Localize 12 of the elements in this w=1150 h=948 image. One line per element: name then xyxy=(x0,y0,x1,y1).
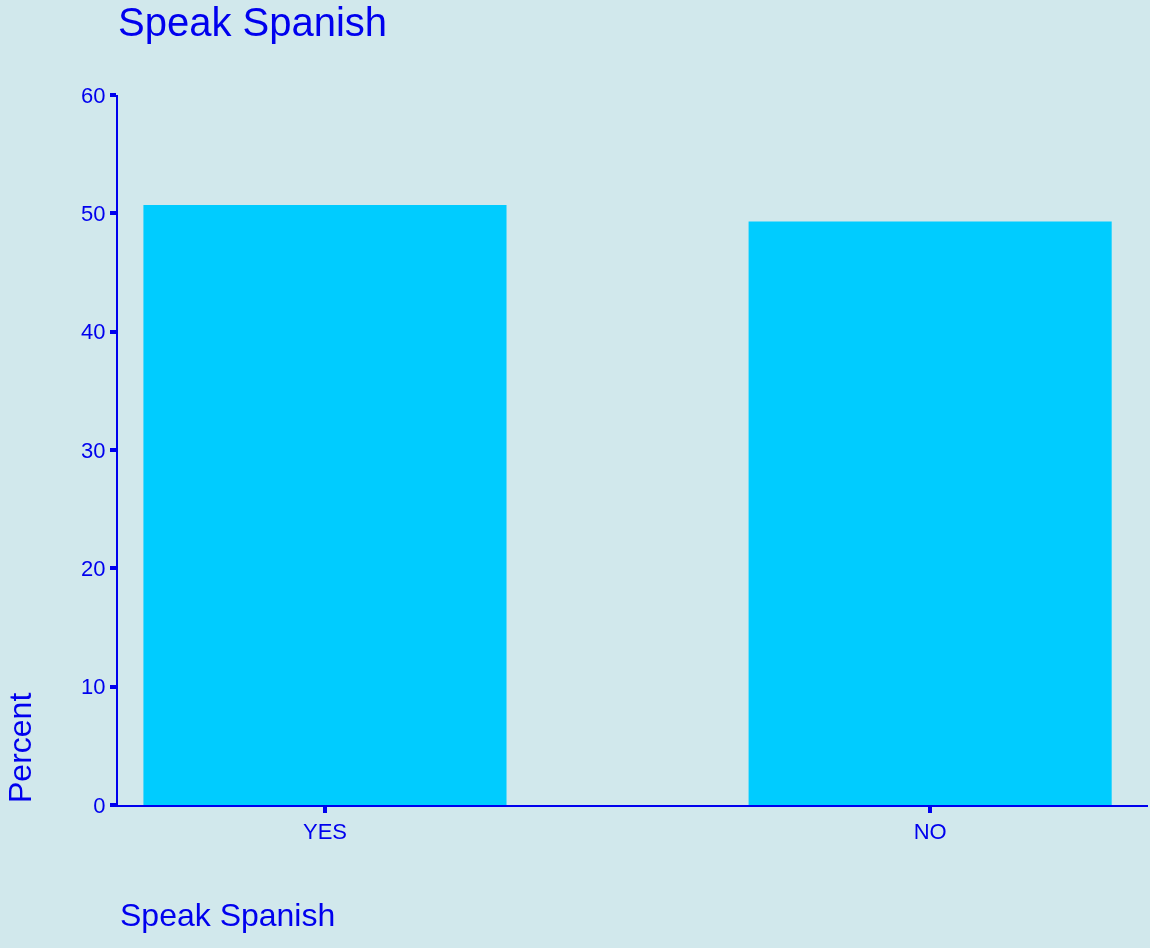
y-tick-label: 60 xyxy=(81,82,106,108)
y-tick-label: 0 xyxy=(93,792,106,818)
y-tick-label: 30 xyxy=(81,437,106,463)
x-tick-label: YES xyxy=(302,819,347,845)
chart-title: Speak Spanish xyxy=(118,0,388,44)
y-axis-title: Percent xyxy=(2,692,38,803)
y-tick-label: 20 xyxy=(81,556,106,582)
y-tick-label: 10 xyxy=(81,674,106,700)
x-tick-label: NO xyxy=(913,819,947,845)
y-tick-label: 50 xyxy=(81,201,106,227)
x-axis-title: Speak Spanish xyxy=(120,897,336,933)
y-tick-label: 40 xyxy=(81,319,106,345)
